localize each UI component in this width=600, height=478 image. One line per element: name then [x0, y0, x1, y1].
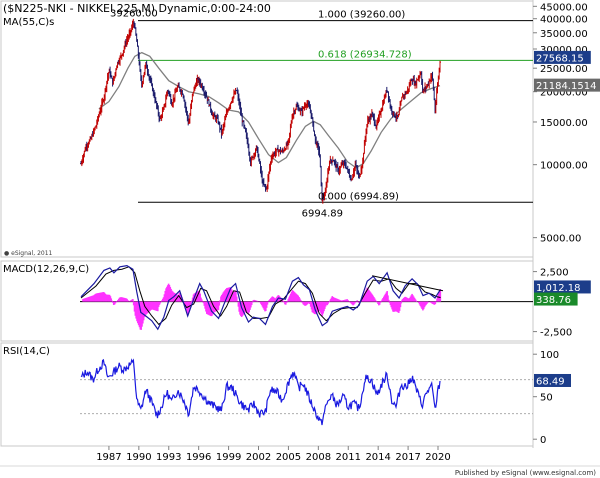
x-axis: 1987 1990 1993 1996 1999 2002 2005 2008 2011 2014… [96, 446, 451, 463]
rsi-line [80, 358, 441, 426]
price-y-tick-label: 5000.00 [540, 234, 581, 245]
price-last-label-1: 21184.1514 [536, 81, 596, 92]
fib-label-0: 1.000 (39260.00) [318, 10, 405, 21]
x-tick-label: 2020 [425, 452, 450, 463]
macd-title: MACD(12,26,9,C) [3, 264, 89, 275]
price-y-tick-label: 40000.00 [540, 15, 588, 26]
rsi-reference-lines [80, 379, 533, 415]
fib-label-2: 0.000 (6994.89) [318, 191, 399, 202]
macd-y-axis: 2,500 -2,500 [533, 268, 572, 339]
chart-title: ($N225-NKI - NIKKEI 225,M) Dynamic,0:00-… [3, 2, 271, 15]
x-tick-label: 2017 [395, 452, 420, 463]
rsi-y-axis: 100 50 0 [533, 350, 559, 446]
x-tick-label: 2002 [246, 452, 271, 463]
x-tick-label: 1993 [156, 452, 181, 463]
macd-y-tick-label: -2,500 [540, 328, 572, 339]
macd-line [80, 264, 442, 331]
x-tick-label: 1990 [126, 452, 151, 463]
price-y-tick-label: 15000.00 [540, 118, 588, 129]
rsi-last-label-0-box [534, 373, 571, 387]
watermark: ● eSignal, 2011 [4, 250, 53, 257]
x-tick-label: 2005 [276, 452, 301, 463]
macd-last-label-1: 338.76 [536, 295, 571, 306]
macd-last-label-0: 1,012.18 [536, 283, 581, 294]
fib-lines [138, 20, 533, 203]
macd-y-tick-label: 2,500 [540, 268, 569, 279]
price-last-label-0-box [534, 50, 591, 64]
rsi-line [80, 358, 441, 426]
ma-legend: MA(55,C)s [3, 17, 54, 28]
rsi-title: RSI(14,C) [3, 346, 50, 357]
price-y-tick-label: 35000.00 [540, 29, 588, 40]
price-y-tick-label: 25000.00 [540, 64, 588, 75]
price-annotations: 1.000 (39260.00) 0.618 (26934.728) 0.000 (… [110, 9, 412, 220]
price-y-tick-label: 45000.00 [540, 2, 588, 13]
rsi-y-tick-label: 0 [540, 435, 546, 446]
price-y-tick-label: 20000.00 [540, 88, 588, 99]
fib-label-1: 0.618 (26934.728) [318, 49, 412, 60]
price-series [79, 18, 441, 204]
price-last-label-1-box [534, 78, 600, 92]
macd-last-label-0-box [534, 280, 591, 294]
price-y-tick-label: 10000.00 [540, 161, 588, 172]
x-tick-label: 2008 [306, 452, 331, 463]
price-last-value-labels: 27568.15 21184.1514 [534, 50, 600, 92]
x-tick-label: 2014 [365, 452, 390, 463]
macd-signal-line [80, 266, 441, 326]
x-tick-label: 1999 [216, 452, 241, 463]
footer-credit: Published by eSignal (www.esignal.com) [455, 469, 596, 477]
rsi-last-value-labels: 68.49 [534, 373, 571, 387]
x-tick-label: 1987 [96, 452, 121, 463]
extreme-label-0: 39260.00 [110, 9, 158, 20]
x-tick-label: 2011 [336, 452, 361, 463]
price-last-label-0: 27568.15 [536, 53, 584, 64]
extreme-label-1: 6994.89 [302, 208, 343, 219]
rsi-y-tick-label: 50 [540, 393, 553, 404]
price-y-tick-label: 30000.00 [540, 45, 588, 56]
macd-last-label-1-box [534, 292, 578, 306]
rsi-y-tick-label: 100 [540, 350, 559, 361]
rsi-last-label-0: 68.49 [536, 376, 565, 387]
macd-trendline [372, 275, 444, 292]
x-tick-label: 1996 [186, 452, 211, 463]
price-y-axis: 5000.00 10000.00 15000.00 20000.00 25000.00 3… [533, 2, 588, 245]
macd-lines [80, 264, 444, 331]
